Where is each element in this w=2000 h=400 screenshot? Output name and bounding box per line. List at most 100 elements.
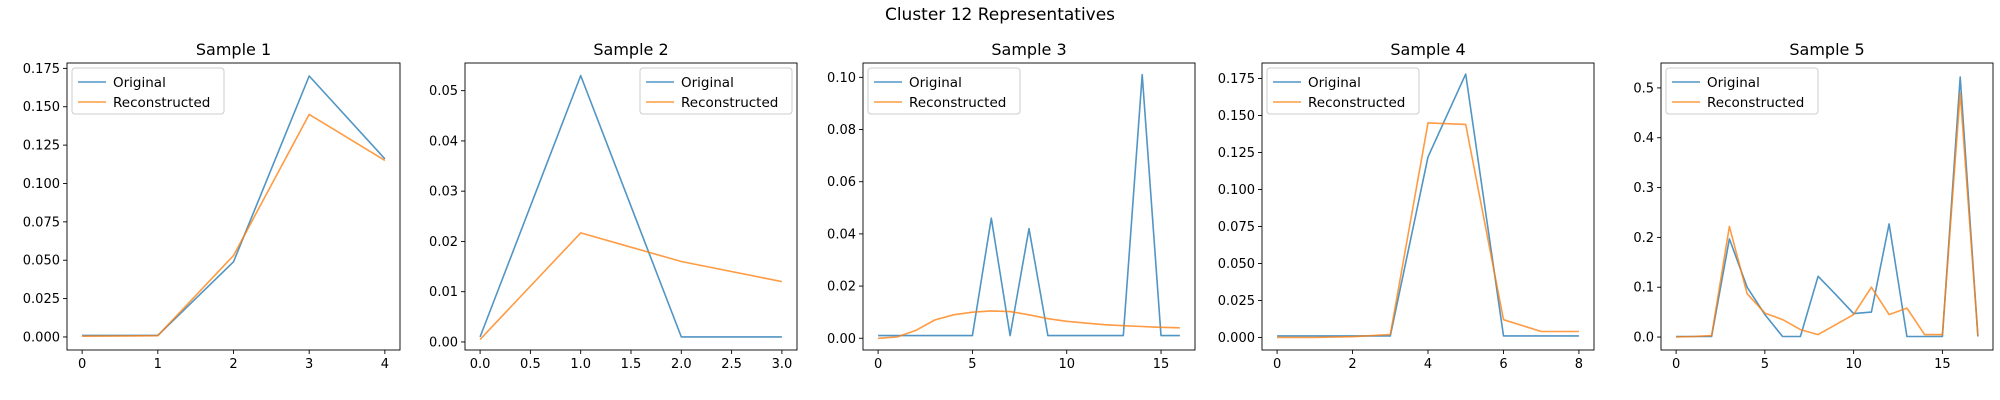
subplot-5-xtick-label: 0 xyxy=(1672,357,1680,372)
subplot-3-legend: Original Reconstructed xyxy=(867,67,1021,115)
legend-label-original: Original xyxy=(1707,75,1760,91)
subplot-4-ytick-label: 0.150 xyxy=(1218,109,1255,124)
subplot-5-legend: Original Reconstructed xyxy=(1665,67,1819,115)
subplot-3-ytick-label: 0.04 xyxy=(827,227,856,242)
subplot-5-ytick-label: 0.3 xyxy=(1633,181,1654,196)
subplot-1-xtick-label: 3 xyxy=(305,357,313,372)
subplot-4-xtick-label: 0 xyxy=(1273,357,1281,372)
subplot-5-ytick-label: 0.5 xyxy=(1633,81,1654,96)
subplot-2-xtick-label: 1.0 xyxy=(570,357,591,372)
subplot-3-title: Sample 3 xyxy=(991,40,1066,59)
subplot-2-ytick-label: 0.02 xyxy=(429,235,458,250)
subplot-5-xtick-label: 15 xyxy=(1934,357,1951,372)
subplots: Sample 10 1 2 3 40.0000.0250.0500.0750.1000.… xyxy=(23,40,1994,372)
subplot-1-ytick-label: 0.100 xyxy=(23,177,60,192)
subplot-2-xtick-label: 1.5 xyxy=(621,357,642,372)
subplot-3-series-original xyxy=(878,73,1180,337)
legend-box xyxy=(1266,67,1420,115)
subplot-3: Sample 3 0 5 10 15 0.00 0.02 0.04 0.06 0.08 0.10 Or… xyxy=(827,40,1196,372)
legend-label-reconstructed: Reconstructed xyxy=(1707,95,1804,111)
subplot-5-title: Sample 5 xyxy=(1789,40,1864,59)
subplot-4-xtick-label: 8 xyxy=(1575,357,1583,372)
subplot-4-ytick-label: 0.125 xyxy=(1218,146,1255,161)
subplot-1-ytick-label: 0.175 xyxy=(23,62,60,77)
subplot-4-xtick-label: 6 xyxy=(1499,357,1507,372)
legend-label-reconstructed: Reconstructed xyxy=(1308,95,1405,111)
subplot-3-ytick-label: 0.10 xyxy=(827,71,856,86)
subplot-2-ytick-label: 0.00 xyxy=(429,335,458,350)
subplot-4-title: Sample 4 xyxy=(1390,40,1465,59)
subplot-4-series-original xyxy=(1277,73,1579,337)
subplot-4-series-reconstructed xyxy=(1277,122,1579,339)
subplot-5-ytick-label: 0.4 xyxy=(1633,131,1654,146)
subplot-1-ytick-label: 0.150 xyxy=(23,100,60,115)
subplot-3-ytick-label: 0.06 xyxy=(827,175,856,190)
subplot-5-ytick-label: 0.2 xyxy=(1633,231,1654,246)
subplot-5-frame xyxy=(1660,62,1994,351)
legend-box xyxy=(1665,67,1819,115)
subplot-1-title: Sample 1 xyxy=(196,40,271,59)
legend-label-original: Original xyxy=(113,75,166,91)
legend-box xyxy=(639,67,793,115)
subplot-1-ytick-label: 0.025 xyxy=(23,292,60,307)
subplot-5-series-original xyxy=(1676,76,1979,338)
subplot-1-ytick-label: 0.075 xyxy=(23,215,60,230)
subplot-1-ytick-label: 0.125 xyxy=(23,139,60,154)
figure-title: Cluster 12 Representatives xyxy=(885,5,1115,25)
legend-label-reconstructed: Reconstructed xyxy=(113,95,210,111)
subplot-2-series-reconstructed xyxy=(479,232,783,340)
subplot-5-series-reconstructed xyxy=(1676,92,1979,338)
subplot-1-legend: Original Reconstructed xyxy=(71,67,225,115)
subplot-3-xtick-label: 0 xyxy=(874,357,882,372)
subplot-1-xtick-label: 4 xyxy=(381,357,389,372)
subplot-3-ytick-label: 0.00 xyxy=(827,332,856,347)
subplot-3-series-reconstructed xyxy=(878,310,1180,340)
subplot-1-xtick-label: 1 xyxy=(154,357,162,372)
legend-label-original: Original xyxy=(681,75,734,91)
subplot-2-xtick-label: 3.0 xyxy=(772,357,793,372)
subplot-5-ytick-label: 0.0 xyxy=(1633,331,1654,346)
subplot-5-ytick-label: 0.1 xyxy=(1633,281,1654,296)
subplot-2-xtick-label: 2.0 xyxy=(671,357,692,372)
subplot-2-xtick-label: 0.0 xyxy=(470,357,491,372)
subplot-5-xtick-label: 5 xyxy=(1761,357,1769,372)
legend-label-reconstructed: Reconstructed xyxy=(681,95,778,111)
subplot-4: Sample 4 0 2 4 6 8 0.000 0.025 0.050 0.075 0.100 0.… xyxy=(1218,40,1595,372)
subplot-1-ytick-label: 0.050 xyxy=(23,254,60,269)
subplot-4-ytick-label: 0.050 xyxy=(1218,257,1255,272)
subplot-1-xtick-label: 0 xyxy=(78,357,86,372)
subplot-4-ytick-label: 0.075 xyxy=(1218,220,1255,235)
subplot-1: Sample 1 0 1 2 3 4 0.000 0.025 0.050 0.075 0.100 0.… xyxy=(23,40,401,372)
subplot-2-xtick-label: 0.5 xyxy=(520,357,541,372)
subplot-4-ytick-label: 0.175 xyxy=(1218,72,1255,87)
legend-box xyxy=(71,67,225,115)
legend-box xyxy=(867,67,1021,115)
subplot-1-series-reconstructed xyxy=(82,113,386,337)
subplot-2-title: Sample 2 xyxy=(593,40,668,59)
subplot-5-xtick-label: 10 xyxy=(1845,357,1862,372)
subplot-2-xtick-label: 2.5 xyxy=(721,357,742,372)
legend-label-original: Original xyxy=(909,75,962,91)
subplot-4-xtick-label: 4 xyxy=(1424,357,1432,372)
subplot-4-ytick-label: 0.000 xyxy=(1218,331,1255,346)
subplot-1-ytick-label: 0.000 xyxy=(23,330,60,345)
subplot-3-xtick-label: 5 xyxy=(968,357,976,372)
subplot-2: Sample 2 0.0 0.5 1.0 1.5 2.0 2.5 3.0 0.00 0.01 0.0… xyxy=(429,40,798,372)
subplot-2-ytick-label: 0.05 xyxy=(429,84,458,99)
subplot-4-ytick-label: 0.025 xyxy=(1218,294,1255,309)
subplot-3-xtick-label: 10 xyxy=(1058,357,1075,372)
subplot-5: Sample 5 0 5 10 15 0.0 0.1 0.2 0.3 0.4 0.5 Original… xyxy=(1633,40,1994,372)
subplot-3-xtick-label: 15 xyxy=(1153,357,1170,372)
subplot-4-xtick-label: 2 xyxy=(1348,357,1356,372)
subplot-4-ytick-label: 0.100 xyxy=(1218,183,1255,198)
legend-label-original: Original xyxy=(1308,75,1361,91)
subplot-2-ytick-label: 0.01 xyxy=(429,285,458,300)
subplot-2-ytick-label: 0.04 xyxy=(429,134,458,149)
subplot-3-ytick-label: 0.02 xyxy=(827,280,856,295)
subplot-2-series-original xyxy=(479,74,782,338)
subplot-1-xtick-label: 2 xyxy=(229,357,237,372)
subplot-2-legend: Original Reconstructed xyxy=(639,67,793,115)
subplot-4-legend: Original Reconstructed xyxy=(1266,67,1420,115)
